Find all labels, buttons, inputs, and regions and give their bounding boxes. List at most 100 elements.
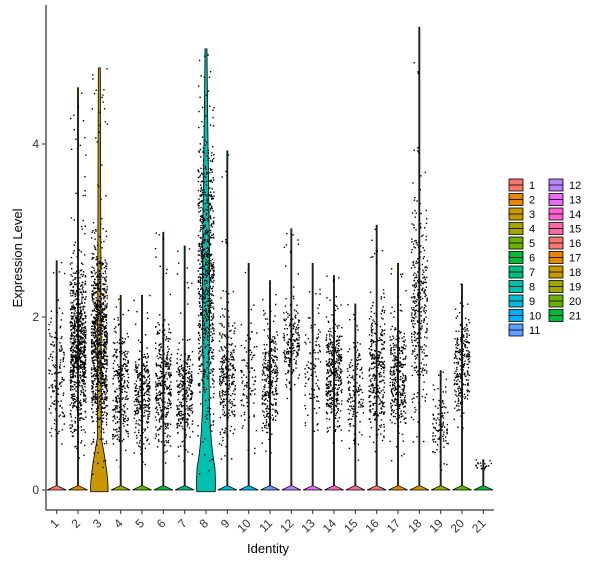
data-point bbox=[73, 393, 75, 395]
data-point bbox=[212, 383, 214, 385]
data-point bbox=[221, 337, 223, 339]
data-point bbox=[276, 378, 278, 380]
data-point bbox=[286, 397, 289, 400]
data-point bbox=[143, 375, 145, 377]
data-point bbox=[200, 363, 203, 366]
data-point bbox=[225, 365, 227, 367]
data-point bbox=[200, 267, 202, 269]
data-point bbox=[178, 412, 180, 414]
data-point bbox=[330, 370, 332, 372]
data-point bbox=[138, 419, 140, 421]
data-point bbox=[93, 452, 95, 454]
data-point bbox=[186, 339, 189, 341]
data-point bbox=[103, 341, 105, 343]
data-point bbox=[52, 391, 54, 393]
data-point bbox=[99, 418, 101, 420]
data-point bbox=[93, 356, 95, 358]
data-point bbox=[245, 384, 247, 386]
data-point bbox=[318, 388, 321, 390]
data-point bbox=[78, 414, 80, 416]
data-point bbox=[141, 410, 143, 412]
data-point bbox=[98, 357, 100, 359]
data-point bbox=[219, 391, 221, 393]
data-point bbox=[209, 324, 211, 326]
data-point bbox=[73, 335, 75, 337]
data-point bbox=[162, 368, 164, 370]
data-point bbox=[91, 296, 93, 298]
data-point bbox=[112, 434, 114, 436]
violin-14 bbox=[324, 275, 344, 491]
data-point bbox=[247, 449, 249, 451]
data-point bbox=[76, 363, 78, 365]
data-point bbox=[197, 270, 200, 272]
data-point bbox=[263, 394, 265, 396]
data-point bbox=[75, 390, 77, 392]
data-point bbox=[93, 321, 95, 323]
data-point bbox=[337, 351, 339, 353]
data-point bbox=[212, 272, 215, 274]
data-point bbox=[263, 372, 265, 375]
data-point bbox=[332, 347, 334, 349]
data-point bbox=[95, 383, 98, 385]
data-point bbox=[91, 391, 93, 393]
data-point bbox=[228, 336, 230, 338]
data-point bbox=[81, 346, 83, 349]
data-point bbox=[78, 365, 80, 367]
data-point bbox=[116, 416, 119, 418]
data-point bbox=[308, 393, 311, 395]
data-point bbox=[211, 274, 213, 276]
data-point bbox=[326, 334, 328, 336]
data-point bbox=[253, 402, 255, 404]
data-point bbox=[101, 362, 104, 365]
data-point bbox=[271, 350, 273, 352]
data-point bbox=[164, 428, 167, 430]
data-point bbox=[228, 384, 230, 387]
data-point bbox=[209, 209, 212, 211]
data-point bbox=[208, 258, 211, 260]
data-point bbox=[331, 396, 333, 398]
data-point bbox=[187, 451, 189, 453]
data-point bbox=[103, 288, 106, 291]
data-point bbox=[62, 392, 65, 394]
data-point bbox=[101, 308, 103, 311]
data-point bbox=[100, 371, 102, 373]
data-point bbox=[101, 385, 103, 388]
data-point bbox=[90, 237, 93, 239]
data-point bbox=[227, 343, 229, 345]
data-point bbox=[133, 452, 135, 454]
data-point bbox=[70, 430, 72, 433]
data-point bbox=[191, 376, 193, 378]
data-point bbox=[205, 286, 207, 289]
data-point bbox=[80, 391, 83, 393]
data-point bbox=[188, 377, 190, 380]
data-point bbox=[334, 368, 336, 371]
data-point bbox=[54, 419, 56, 421]
data-point bbox=[291, 350, 293, 353]
data-point bbox=[165, 336, 168, 338]
data-point bbox=[164, 375, 166, 377]
data-point bbox=[205, 276, 207, 278]
data-point bbox=[263, 362, 265, 364]
data-point bbox=[205, 231, 208, 233]
data-point bbox=[203, 298, 205, 300]
data-point bbox=[165, 357, 167, 360]
data-point bbox=[268, 337, 270, 339]
data-point bbox=[147, 410, 149, 413]
data-point bbox=[296, 304, 298, 306]
data-point bbox=[209, 426, 211, 428]
data-point bbox=[81, 294, 83, 296]
data-point bbox=[330, 380, 332, 383]
data-point bbox=[332, 372, 335, 374]
data-point bbox=[73, 404, 75, 406]
data-point bbox=[158, 344, 160, 346]
data-point bbox=[105, 381, 107, 383]
data-point bbox=[326, 365, 328, 367]
data-point bbox=[118, 369, 120, 371]
data-point bbox=[233, 332, 235, 335]
data-point bbox=[211, 328, 213, 330]
data-point bbox=[178, 413, 180, 415]
data-point bbox=[91, 339, 93, 341]
data-point bbox=[51, 402, 53, 404]
data-point bbox=[95, 304, 97, 306]
data-point bbox=[203, 55, 206, 57]
